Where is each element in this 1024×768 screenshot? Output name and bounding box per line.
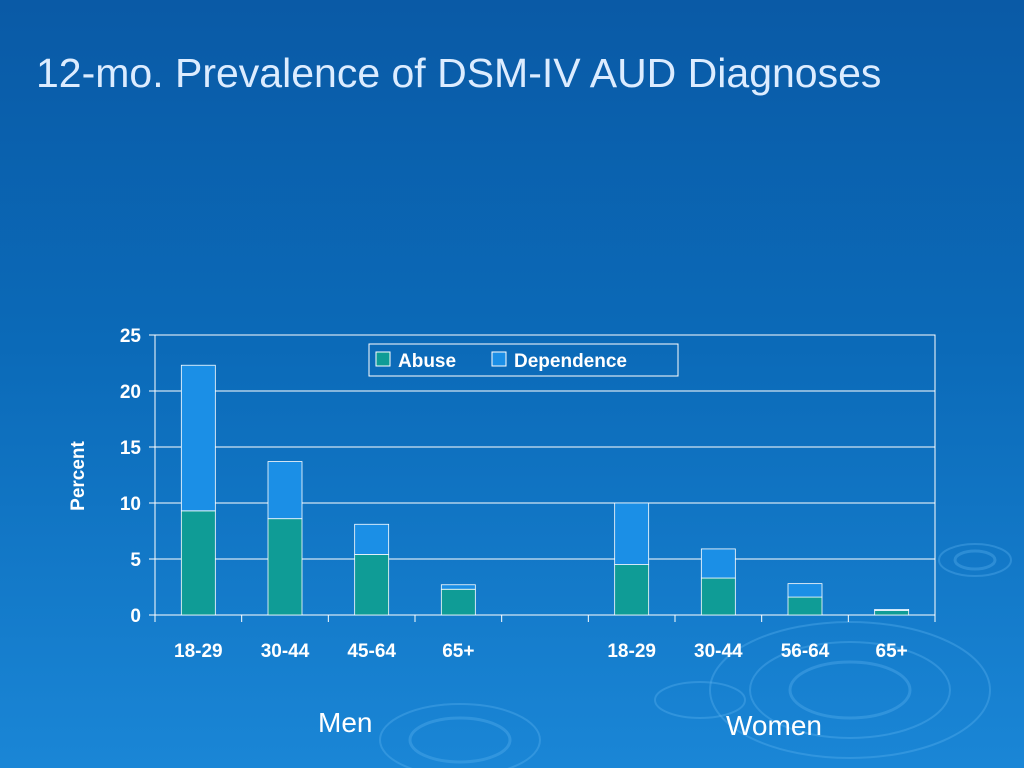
x-tick-label: 18-29: [607, 641, 656, 662]
group-label-men: Men: [318, 707, 373, 738]
bar-abuse-5: [614, 564, 650, 616]
y-tick-label: 0: [130, 606, 141, 627]
x-tick-labels: 18-29 30-44 45-64 65+ 18-29 30-44 56-64 65+: [174, 641, 908, 662]
axes: [149, 334, 936, 622]
bar-dependence-2: [354, 523, 390, 555]
x-tick-label: 30-44: [694, 641, 743, 662]
y-tick-label: 20: [120, 382, 141, 403]
bar-abuse-3: [440, 588, 476, 616]
legend-box: [368, 343, 679, 377]
y-tick-label: 5: [130, 550, 141, 571]
bar-abuse-2: [354, 554, 390, 616]
legend-label-abuse: Abuse: [398, 351, 456, 372]
bar-dependence-7: [787, 583, 823, 598]
legend-label-dependence: Dependence: [514, 351, 627, 372]
bar-abuse-1: [267, 518, 303, 616]
bar-abuse-6: [700, 577, 736, 616]
legend: Abuse Dependence: [368, 343, 679, 377]
x-tick-label: 65+: [442, 641, 474, 662]
plot-area: [154, 334, 936, 616]
y-tick-labels: 0 5 10 15 20 25: [120, 326, 142, 627]
bar-abuse-0: [180, 510, 216, 616]
x-tick-label: 65+: [876, 641, 908, 662]
bar-abuse-8: [874, 610, 910, 616]
y-axis-label: Percent: [68, 440, 89, 510]
bar-dependence-1: [267, 461, 303, 520]
bar-dependence-0: [180, 364, 216, 512]
y-tick-label: 25: [120, 326, 142, 347]
x-tick-label: 30-44: [261, 641, 310, 662]
bars: [180, 364, 910, 616]
x-tick-label: 56-64: [781, 641, 830, 662]
bar-dependence-3: [440, 584, 476, 590]
legend-swatch-dependence: [491, 351, 507, 367]
legend-swatch-abuse: [375, 351, 391, 367]
slide-title: 12-mo. Prevalence of DSM-IV AUD Diagnose…: [36, 50, 882, 96]
y-tick-label: 15: [120, 438, 142, 459]
x-tick-label: 18-29: [174, 641, 223, 662]
bar-dependence-6: [700, 548, 736, 579]
x-tick-label: 45-64: [347, 641, 396, 662]
bar-dependence-5: [614, 502, 650, 565]
group-label-women: Women: [726, 710, 822, 741]
bar-abuse-7: [787, 596, 823, 616]
y-tick-label: 10: [120, 494, 141, 515]
bar-dependence-8: [874, 609, 910, 611]
